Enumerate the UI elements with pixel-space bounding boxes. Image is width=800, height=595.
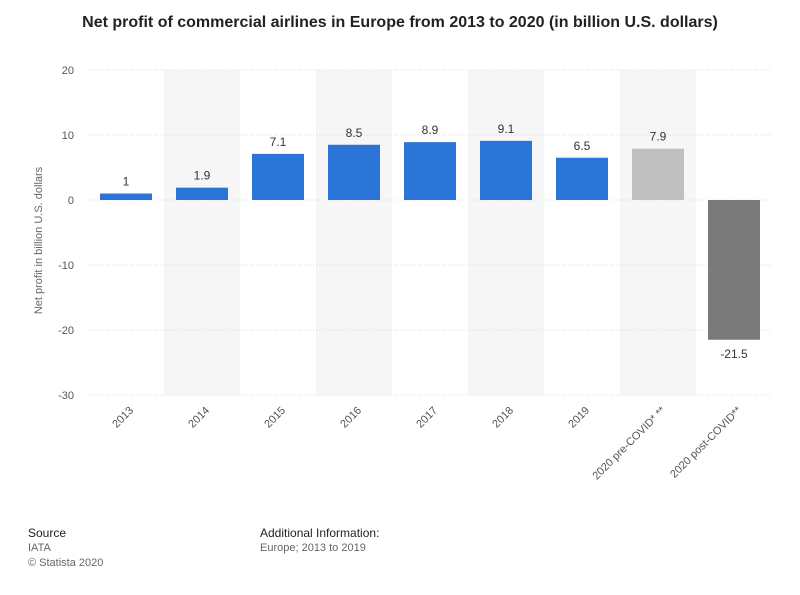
column-shade — [164, 70, 240, 395]
y-tick-label: -10 — [58, 260, 74, 272]
y-tick-label: 0 — [68, 195, 74, 207]
data-label: 1.9 — [194, 169, 211, 183]
bar — [708, 200, 760, 340]
x-tick-label: 2016 — [338, 405, 364, 431]
source-block: Source IATA © Statista 2020 — [28, 526, 103, 571]
x-tick-label: 2019 — [566, 405, 592, 431]
y-tick-label: -20 — [58, 325, 74, 337]
y-tick-label: 10 — [62, 130, 74, 142]
y-axis-title: Net profit in billion U.S. dollars — [33, 166, 45, 314]
source-label: Source — [28, 526, 67, 540]
x-tick-label: 2014 — [186, 405, 212, 431]
x-tick-label: 2017 — [414, 405, 440, 431]
x-tick-label: 2020 post-COVID** — [668, 404, 744, 480]
chart-title: Net profit of commercial airlines in Eur… — [82, 14, 718, 31]
data-label: 8.9 — [422, 123, 439, 137]
bar — [480, 140, 532, 200]
copyright-text: © Statista 2020 — [28, 557, 104, 569]
y-tick-label: 20 — [62, 65, 74, 77]
data-label: 1 — [123, 175, 130, 189]
y-tick-label: -30 — [58, 390, 74, 402]
bar-chart: 20 10 0 -10 -20 -30 Net profit in billion U.S.… — [33, 65, 772, 482]
source-value: IATA — [28, 542, 51, 554]
additional-info-value: Europe; 2013 to 2019 — [260, 542, 366, 554]
data-label: 7.9 — [650, 130, 667, 144]
column-shade — [620, 70, 696, 395]
additional-info-label: Additional Information: — [260, 526, 380, 540]
data-label: -21.5 — [720, 347, 748, 361]
bar — [176, 187, 228, 200]
column-shade — [468, 70, 544, 395]
additional-info-block: Additional Information: Europe; 2013 to … — [260, 526, 379, 556]
bar — [404, 142, 456, 200]
x-tick-label: 2013 — [110, 405, 136, 431]
data-label: 8.5 — [346, 126, 363, 140]
bar — [632, 148, 684, 200]
bar — [328, 144, 380, 200]
x-tick-label: 2020 pre-COVID* ** — [590, 404, 668, 482]
bar — [556, 157, 608, 200]
bar — [100, 193, 152, 200]
data-label: 6.5 — [574, 139, 591, 153]
bar — [252, 153, 304, 200]
data-label: 9.1 — [498, 122, 515, 136]
x-tick-label: 2018 — [490, 405, 516, 431]
column-shade — [316, 70, 392, 395]
data-label: 7.1 — [270, 135, 287, 149]
x-tick-label: 2015 — [262, 405, 288, 431]
